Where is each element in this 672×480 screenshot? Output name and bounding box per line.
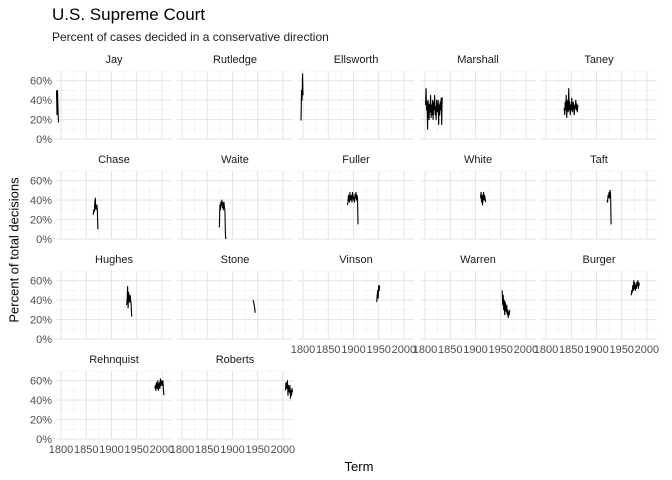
facet-strip-label: Taney	[584, 54, 614, 66]
x-tick-label: 1800	[291, 344, 315, 356]
x-tick-label: 2000	[392, 344, 416, 356]
x-tick-label: 1850	[316, 344, 340, 356]
y-tick-label: 40%	[30, 95, 52, 107]
x-tick-label: 1900	[584, 344, 608, 356]
facet-panel-burger: Burger 1800 1850 1900 1950 2000	[534, 254, 659, 356]
facet-panel-warren: Warren 1800 1850 1900 1950 2000	[413, 254, 538, 356]
x-tick-label: 1950	[609, 344, 633, 356]
facet-panel-vinson: Vinson 1800 1850 1900 1950 2000	[291, 254, 416, 356]
x-tick-label: 1900	[463, 344, 487, 356]
y-tick-label: 0%	[36, 134, 52, 146]
x-tick-label: 1850	[74, 444, 98, 456]
facet-strip-label: Roberts	[216, 354, 255, 366]
x-tick-label: 1950	[245, 444, 269, 456]
facet-panel-taney: Taney	[541, 54, 657, 140]
x-tick-label: 1800	[170, 444, 194, 456]
facet-strip-label: Vinson	[339, 254, 372, 266]
facet-panel-waite: Waite	[177, 154, 293, 240]
facet-panel-stone: Stone	[177, 254, 293, 340]
y-tick-label: 0%	[36, 334, 52, 346]
x-tick-label: 1800	[534, 344, 558, 356]
facet-strip-label: Waite	[221, 154, 249, 166]
y-tick-label: 0%	[36, 434, 52, 446]
series-line-ellsworth	[300, 73, 304, 121]
x-tick-label: 1900	[341, 344, 365, 356]
series-line-hughes	[126, 285, 133, 317]
facet-panel-chase: Chase 0% 20% 40% 60%	[30, 154, 172, 246]
series-line-white	[479, 191, 487, 206]
facet-strip-label: Stone	[221, 254, 250, 266]
facet-strip-label: Hughes	[95, 254, 133, 266]
facet-strip-label: Chase	[98, 154, 130, 166]
chart-subtitle: Percent of cases decided in a conservati…	[52, 30, 329, 44]
y-tick-label: 0%	[36, 234, 52, 246]
y-tick-label: 60%	[30, 76, 52, 88]
x-tick-label: 1800	[413, 344, 437, 356]
facet-strip-label: Warren	[460, 254, 496, 266]
facet-panel-rutledge: Rutledge	[177, 54, 293, 140]
facet-strip-label: Taft	[590, 154, 608, 166]
chart-title: U.S. Supreme Court	[52, 5, 206, 24]
y-tick-label: 60%	[30, 376, 52, 388]
series-line-warren	[501, 290, 511, 319]
facet-panel-fuller: Fuller	[298, 154, 414, 240]
x-tick-label: 1900	[99, 444, 123, 456]
facet-panel-hughes: Hughes 0% 20% 40% 60%	[30, 254, 172, 346]
y-tick-label: 40%	[30, 295, 52, 307]
facet-strip-label: Burger	[582, 254, 615, 266]
y-tick-label: 20%	[30, 115, 52, 127]
facet-strip-label: Fuller	[342, 154, 370, 166]
facet-panel-jay: Jay 0% 20% 40% 60%	[30, 54, 172, 146]
series-line-jay	[55, 89, 60, 123]
facet-panel-roberts: Roberts 1800 1850 1900 1950 2000	[170, 354, 295, 456]
x-tick-label: 1850	[195, 444, 219, 456]
x-tick-label: 2000	[514, 344, 538, 356]
x-tick-label: 1850	[438, 344, 462, 356]
x-tick-label: 1850	[559, 344, 583, 356]
series-line-taney	[563, 87, 579, 119]
series-line-burger	[630, 280, 640, 296]
series-line-rehnquist	[154, 378, 165, 396]
facet-panel-taft: Taft	[541, 154, 657, 240]
y-tick-label: 20%	[30, 415, 52, 427]
x-tick-label: 1900	[220, 444, 244, 456]
facet-panel-ellsworth: Ellsworth	[298, 54, 414, 140]
facet-strip-label: Marshall	[457, 54, 499, 66]
series-line-chase	[92, 197, 99, 230]
x-tick-label: 1950	[488, 344, 512, 356]
x-tick-label: 1800	[49, 444, 73, 456]
series-line-vinson	[376, 285, 381, 303]
x-axis-label: Term	[344, 459, 374, 474]
facet-strip-label: Ellsworth	[334, 54, 379, 66]
x-tick-label: 2000	[635, 344, 659, 356]
series-line-taft	[606, 189, 612, 225]
series-line-waite	[218, 199, 227, 240]
facet-panel-marshall: Marshall	[420, 54, 536, 140]
series-line-stone	[252, 300, 256, 313]
y-tick-label: 20%	[30, 215, 52, 227]
facet-panel-white: White	[420, 154, 536, 240]
y-tick-label: 40%	[30, 395, 52, 407]
x-tick-label: 1950	[366, 344, 390, 356]
facet-strip-label: Jay	[105, 54, 123, 66]
series-line-marshall	[425, 87, 443, 130]
y-tick-label: 60%	[30, 276, 52, 288]
facet-strip-label: Rehnquist	[89, 354, 139, 366]
facet-panel-rehnquist: Rehnquist 0% 20% 40% 60% 1800 1850 1900 1950 2000	[30, 354, 174, 456]
facet-strip-label: White	[464, 154, 492, 166]
facet-strip-label: Rutledge	[213, 54, 257, 66]
x-tick-label: 2000	[271, 444, 295, 456]
y-tick-label: 20%	[30, 315, 52, 327]
y-tick-label: 40%	[30, 195, 52, 207]
x-tick-label: 2000	[150, 444, 174, 456]
x-tick-label: 1950	[124, 444, 148, 456]
series-line-roberts	[284, 380, 294, 399]
series-line-fuller	[346, 191, 359, 225]
y-tick-label: 60%	[30, 176, 52, 188]
